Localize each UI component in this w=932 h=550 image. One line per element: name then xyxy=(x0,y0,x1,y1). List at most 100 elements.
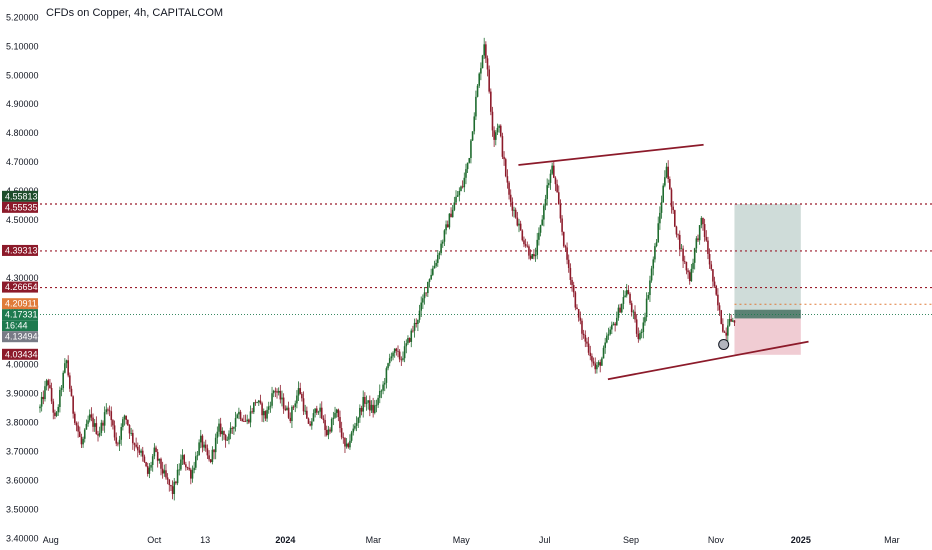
candle-body xyxy=(465,169,467,178)
candle-body xyxy=(309,423,311,426)
candle-body xyxy=(107,409,109,411)
candle-body xyxy=(233,426,235,429)
candle-body xyxy=(493,130,495,140)
candle-body xyxy=(82,438,84,445)
candle-body xyxy=(176,469,179,484)
price-badge-label: 4.03434 xyxy=(5,349,38,359)
position-tool[interactable] xyxy=(734,204,801,355)
candle-body xyxy=(72,396,74,414)
candle-body xyxy=(599,362,602,366)
candle-body xyxy=(501,136,504,157)
candle-body xyxy=(504,159,507,177)
candle-body xyxy=(334,412,336,418)
candle-body xyxy=(715,286,718,295)
candle-body xyxy=(572,284,575,293)
candle-body xyxy=(264,411,267,419)
candle-body xyxy=(490,91,492,112)
candle-body xyxy=(508,182,510,195)
candle-body xyxy=(337,409,340,418)
candle-body xyxy=(243,421,245,422)
candle-body xyxy=(296,395,298,404)
trendlines[interactable] xyxy=(518,143,809,381)
candle-body xyxy=(640,331,643,334)
candle-body xyxy=(667,166,669,180)
candle-body xyxy=(193,467,195,471)
candle-body xyxy=(136,446,139,451)
candle-body xyxy=(166,477,169,480)
candle-body xyxy=(458,190,461,196)
price-axis[interactable]: 5.20000 5.10000 5.00000 4.90000 4.80000 4.700… xyxy=(6,12,39,543)
candle-body xyxy=(473,116,476,132)
y-tick-label: 4.70000 xyxy=(6,157,39,167)
candle-body xyxy=(708,253,711,265)
candle-body xyxy=(320,407,323,419)
candle-body xyxy=(639,333,641,340)
candle-body xyxy=(670,189,673,207)
candle-body xyxy=(561,218,563,232)
candle-body xyxy=(360,407,363,412)
candle-body xyxy=(253,402,255,413)
candle-body xyxy=(609,329,611,335)
candle-body xyxy=(629,293,631,304)
candle-body xyxy=(556,184,558,193)
candle-body xyxy=(259,400,262,404)
candle-body xyxy=(569,267,572,280)
candle-body xyxy=(549,173,552,183)
candle-body xyxy=(128,425,131,434)
candle-body xyxy=(443,230,446,242)
candle-body xyxy=(223,430,225,435)
candle-body xyxy=(325,430,328,436)
candle-body xyxy=(238,411,240,415)
candle-body xyxy=(191,470,194,479)
candle-body xyxy=(183,455,185,465)
y-tick-label: 4.90000 xyxy=(6,99,39,109)
trendline[interactable] xyxy=(607,340,809,381)
candle-body xyxy=(544,199,547,206)
candle-body xyxy=(276,391,278,393)
candle-body xyxy=(352,428,355,433)
trendline[interactable] xyxy=(518,143,704,166)
candle-body xyxy=(430,274,432,280)
horizontal-levels[interactable] xyxy=(40,203,932,315)
candle-body xyxy=(93,423,96,427)
candle-body xyxy=(695,238,698,249)
candle-body xyxy=(127,419,129,426)
candle-body xyxy=(577,309,580,318)
candle-body xyxy=(62,372,65,389)
candle-body xyxy=(511,201,514,211)
candle-body xyxy=(122,419,124,428)
y-tick-label: 3.90000 xyxy=(6,389,39,399)
profit-zone[interactable] xyxy=(734,204,801,319)
price-badge-label: 4.13494 xyxy=(5,332,38,342)
candle-body xyxy=(450,213,452,218)
candle-body xyxy=(607,334,610,336)
candle-body xyxy=(350,432,353,441)
candle-body xyxy=(85,423,88,430)
candle-body xyxy=(160,458,162,469)
candle-body xyxy=(446,224,449,228)
candle-body xyxy=(241,419,244,422)
candle-body xyxy=(669,179,671,190)
candle-body xyxy=(571,279,573,285)
candle-body xyxy=(428,279,431,282)
candle-body xyxy=(357,417,360,424)
marker-circle[interactable] xyxy=(718,338,730,350)
time-axis[interactable]: Aug Oct 13 2024 Mar May Jul Sep Nov 2025 Mar xyxy=(43,535,900,545)
candle-body xyxy=(171,486,174,495)
candle-body xyxy=(673,210,676,227)
candle-body xyxy=(524,244,527,246)
price-badge xyxy=(2,298,38,310)
candle-body xyxy=(311,421,313,426)
candle-body xyxy=(463,177,466,188)
candle-body xyxy=(90,414,93,418)
candle-body xyxy=(728,318,731,326)
candle-body xyxy=(589,352,592,357)
y-tick-label: 3.70000 xyxy=(6,447,39,457)
candle-body xyxy=(529,255,532,259)
candle-body xyxy=(662,185,664,203)
candle-body xyxy=(387,363,389,369)
candle-body xyxy=(460,186,462,191)
candle-body xyxy=(143,456,146,463)
candle-body xyxy=(332,417,335,420)
